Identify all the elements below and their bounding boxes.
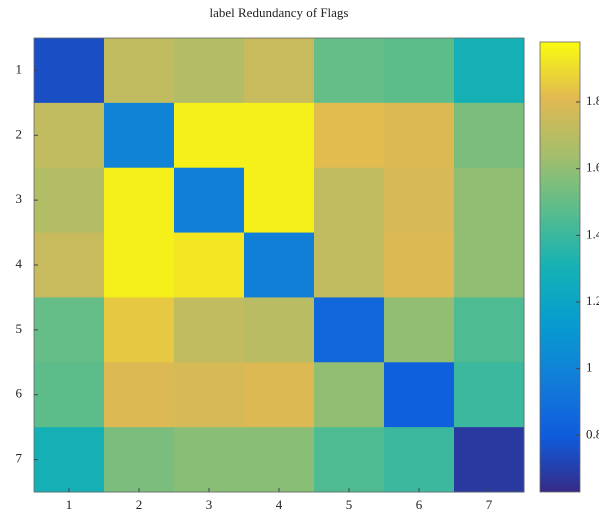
heatmap-cell (454, 167, 525, 234)
heatmap-cell (34, 232, 105, 298)
heatmap-cell (104, 102, 175, 169)
heatmap-cell (454, 427, 525, 493)
heatmap-cell (174, 427, 245, 493)
colorbar-tick-label: 0.8 (586, 426, 599, 441)
y-tick-label: 1 (16, 61, 23, 76)
y-tick-label: 3 (16, 191, 23, 206)
heatmap-cell (34, 102, 105, 169)
colorbar (539, 41, 581, 493)
colorbar-tick-label: 1.8 (586, 93, 599, 108)
y-tick-label: 2 (16, 126, 23, 141)
heatmap-cell (104, 427, 175, 493)
heatmap-cell (314, 427, 385, 493)
heatmap-cell (34, 362, 105, 428)
heatmap-cell (244, 102, 315, 169)
x-tick-label: 3 (206, 497, 213, 512)
heatmap-cell (34, 167, 105, 234)
heatmap-cell (104, 38, 175, 104)
y-tick-label: 5 (16, 321, 23, 336)
x-tick-label: 7 (486, 497, 493, 512)
heatmap-cell (384, 102, 455, 169)
heatmap-cell (384, 362, 455, 428)
heatmap-cell (244, 362, 315, 428)
heatmap-cell (104, 232, 175, 298)
heatmap-cell (34, 427, 105, 493)
heatmap-cell (174, 167, 245, 234)
heatmap-cell (174, 102, 245, 169)
heatmap-cell (104, 167, 175, 234)
colorbar-tick-label: 1 (586, 360, 593, 375)
heatmap-cell (244, 38, 315, 104)
heatmap-cell (174, 362, 245, 428)
colorbar-tick-label: 1.6 (586, 160, 599, 175)
heatmap-cell (454, 38, 525, 104)
heatmap-cell (384, 427, 455, 493)
x-tick-label: 2 (136, 497, 143, 512)
heatmap-cell (454, 102, 525, 169)
heatmap-cell (174, 38, 245, 104)
x-tick-label: 4 (276, 497, 283, 512)
heatmap-cell (174, 297, 245, 363)
chart-title: label Redundancy of Flags (210, 5, 349, 20)
heatmap-cell (454, 232, 525, 298)
y-tick-label: 7 (16, 451, 23, 466)
heatmap-cell (244, 427, 315, 493)
heatmap-cell (384, 232, 455, 298)
heatmap-cell (314, 297, 385, 363)
heatmap-cell (384, 167, 455, 234)
x-tick-label: 1 (66, 497, 73, 512)
heatmap-cell (244, 232, 315, 298)
heatmap-cell (314, 362, 385, 428)
x-tick-label: 6 (416, 497, 423, 512)
heatmap-cell (244, 167, 315, 234)
heatmap-cell (314, 38, 385, 104)
y-tick-label: 4 (16, 256, 23, 271)
heatmap-cell (314, 102, 385, 169)
heatmap-cell (174, 232, 245, 298)
heatmap-cell (454, 297, 525, 363)
y-tick-label: 6 (16, 386, 23, 401)
colorbar-tick-label: 1.2 (586, 293, 599, 308)
heatmap-cell (314, 167, 385, 234)
colorbar-tick-label: 1.4 (586, 226, 599, 241)
heatmap-cell (384, 297, 455, 363)
heatmap-cell (454, 362, 525, 428)
heatmap-cell (104, 362, 175, 428)
heatmap-cell (244, 297, 315, 363)
heatmap-cell (104, 297, 175, 363)
heatmap-cell (314, 232, 385, 298)
heatmap-cell (34, 38, 105, 104)
x-tick-label: 5 (346, 497, 353, 512)
heatmap-cell (384, 38, 455, 104)
heatmap-cell (34, 297, 105, 363)
